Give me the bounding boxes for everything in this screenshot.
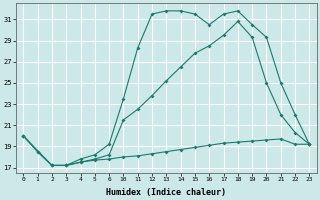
X-axis label: Humidex (Indice chaleur): Humidex (Indice chaleur) — [106, 188, 226, 197]
